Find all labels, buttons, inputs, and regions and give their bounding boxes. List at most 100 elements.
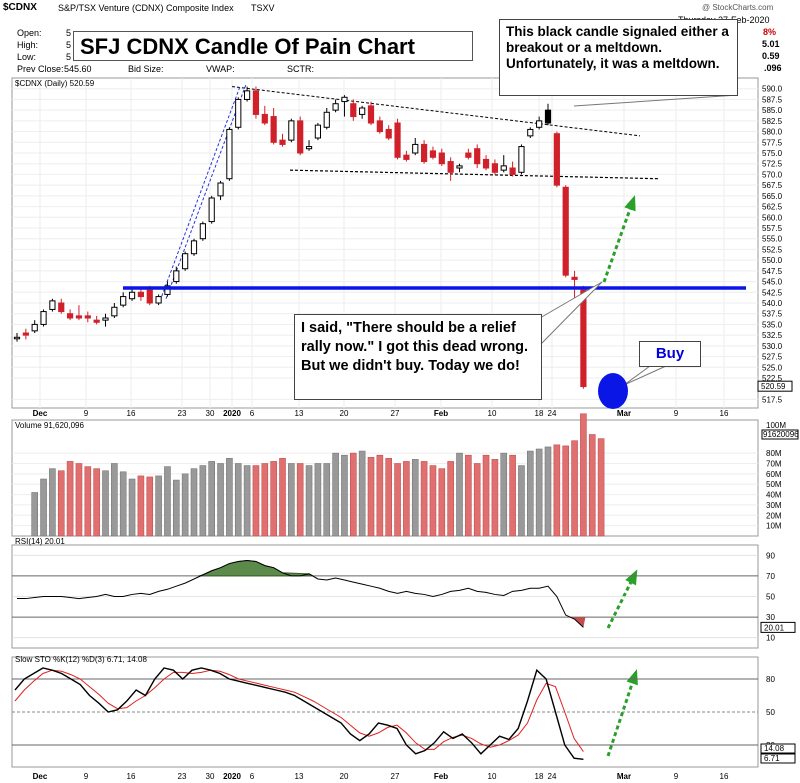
x-label-top: 30 xyxy=(206,409,215,418)
last-value-tag xyxy=(757,380,793,392)
volume-bar xyxy=(509,454,516,537)
candle-body xyxy=(403,154,410,160)
x-label-bottom: 27 xyxy=(391,772,400,781)
sto-k-label: 14.08 xyxy=(764,744,785,753)
sto-k-line xyxy=(14,667,584,760)
x-label-bottom: 24 xyxy=(548,772,557,781)
x-label-top: 9 xyxy=(84,409,89,418)
candle-body xyxy=(31,323,38,332)
volume-bar xyxy=(447,461,454,537)
volume-bar xyxy=(394,463,401,537)
candle xyxy=(75,305,83,321)
price-tick-label: 590.0 xyxy=(762,85,783,94)
candle xyxy=(182,251,189,271)
x-label-bottom: Mar xyxy=(617,772,631,781)
price-tick-label: 540.0 xyxy=(762,299,783,308)
candle-body xyxy=(252,90,260,115)
candle-body xyxy=(67,313,74,319)
candle-body xyxy=(359,107,366,115)
candle-body xyxy=(447,161,454,173)
right-value-3: .096 xyxy=(764,63,782,73)
sto-d-tag xyxy=(760,753,796,764)
price-tick-label: 550.0 xyxy=(762,256,783,265)
sto-legend: Slow STO %K(12) %D(3) 6.71, 14.08 xyxy=(15,655,147,664)
price-tick-label: 567.5 xyxy=(762,181,783,190)
volume-bar xyxy=(66,461,74,537)
volume-bar xyxy=(261,463,269,537)
change-percent: 8% xyxy=(763,27,777,37)
candle xyxy=(367,101,375,126)
prev-close-value: 545.60 xyxy=(64,64,92,74)
price-green-arrow-head xyxy=(624,195,636,212)
volume-tick-label: 20M xyxy=(766,511,782,520)
volume-legend: Volume 91,620,096 xyxy=(15,421,84,430)
candle-body xyxy=(509,167,516,175)
candle-body xyxy=(527,128,534,137)
candle-body xyxy=(429,150,437,158)
x-label-top: 27 xyxy=(391,409,400,418)
candle-body xyxy=(208,197,215,223)
candle-body xyxy=(173,270,180,283)
candle xyxy=(509,161,516,177)
candle-body xyxy=(350,103,357,118)
volume-bar xyxy=(429,465,437,537)
price-tick-label: 577.5 xyxy=(762,138,783,147)
volume-bar xyxy=(349,452,357,537)
x-label-bottom: 16 xyxy=(127,772,136,781)
candle-body xyxy=(474,148,481,165)
vwap-label: VWAP: xyxy=(206,64,235,74)
volume-bar xyxy=(296,463,304,537)
candle-body xyxy=(341,96,348,103)
candle xyxy=(465,148,472,160)
candle xyxy=(49,298,56,312)
volume-top-label: 100M xyxy=(766,421,786,430)
candle-body xyxy=(305,146,313,150)
price-tick-label: 565.0 xyxy=(762,192,783,201)
candle xyxy=(323,108,330,130)
x-label-bottom: 16 xyxy=(720,772,729,781)
volume-bar xyxy=(102,470,109,537)
volume-last-label: 91620096 xyxy=(763,430,799,439)
x-label-top: 6 xyxy=(250,409,255,418)
candle-body xyxy=(182,253,189,270)
volume-bar xyxy=(420,461,428,537)
candle xyxy=(67,309,74,321)
candle xyxy=(244,86,251,102)
candle xyxy=(447,157,454,181)
price-tick-label: 517.5 xyxy=(762,395,783,404)
volume-bar xyxy=(164,466,171,537)
candle-body xyxy=(518,146,525,173)
candle xyxy=(270,108,277,145)
candle-body xyxy=(75,315,83,319)
resistance-line-top xyxy=(231,86,641,137)
right-value-2: 0.59 xyxy=(762,51,780,61)
candle-body xyxy=(456,165,463,169)
volume-bar xyxy=(553,444,561,537)
candle xyxy=(438,148,445,166)
candle-body xyxy=(553,133,560,186)
candle xyxy=(13,333,21,342)
volume-tick-label: 80M xyxy=(766,449,782,458)
x-label-bottom: 6 xyxy=(250,772,255,781)
volume-bar xyxy=(31,492,39,537)
volume-bar xyxy=(465,454,472,537)
candle xyxy=(226,127,233,181)
volume-bar xyxy=(173,479,180,537)
prev-close-label: Prev Close: xyxy=(17,64,64,74)
candle-body xyxy=(49,300,56,310)
volume-bar xyxy=(358,450,366,537)
x-label-top: 20 xyxy=(340,409,349,418)
candle-body xyxy=(164,285,171,295)
volume-bar xyxy=(456,452,463,537)
price-tick-label: 537.5 xyxy=(762,310,783,319)
candle-body xyxy=(93,319,100,323)
price-green-arrow xyxy=(602,197,636,283)
x-label-top: Mar xyxy=(617,409,631,418)
buy-marker xyxy=(598,373,628,409)
volume-bar xyxy=(571,440,578,537)
candle xyxy=(544,103,552,126)
candle-body xyxy=(394,122,401,158)
volume-bar xyxy=(597,438,605,537)
volume-bar xyxy=(155,475,162,537)
